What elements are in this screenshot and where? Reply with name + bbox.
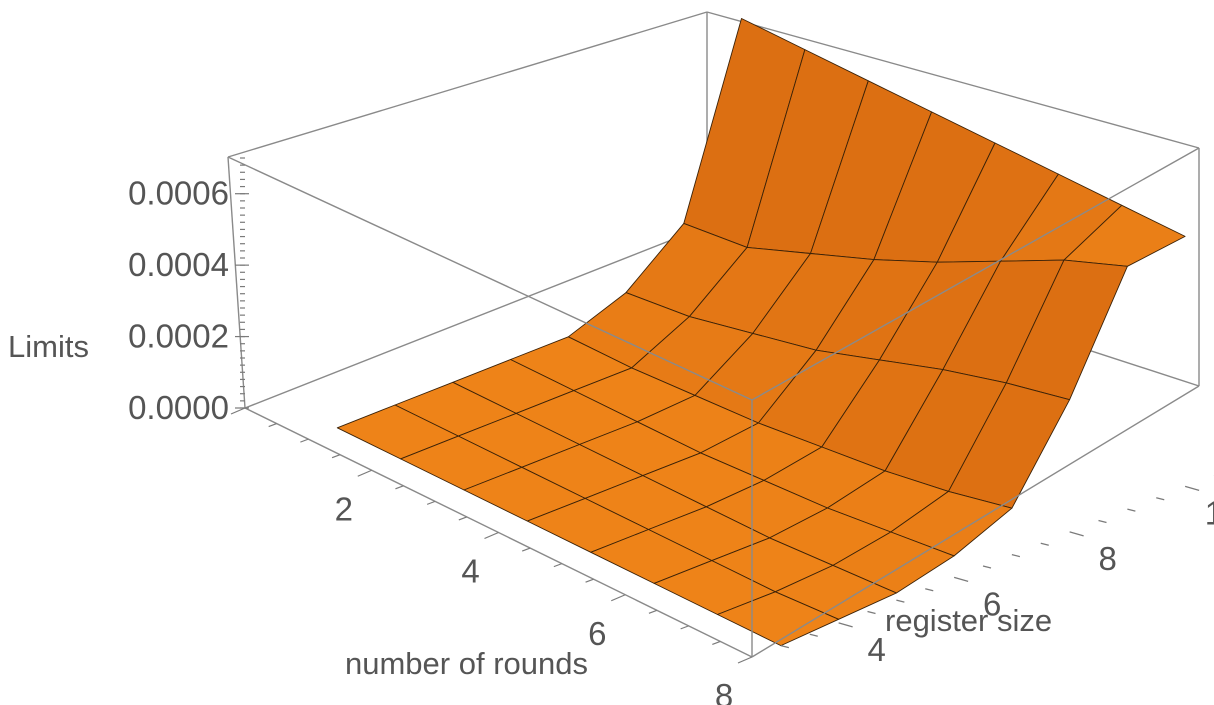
y-tick <box>1040 542 1049 546</box>
y-tick <box>896 599 905 603</box>
y-tick <box>953 576 969 582</box>
box-edge <box>227 11 708 158</box>
x-axis-label: number of rounds <box>345 646 588 681</box>
y-tick <box>809 633 818 637</box>
z-axis-label: Limits <box>8 329 89 364</box>
x-tick <box>331 454 341 459</box>
axis-tick-labels: 0.0000 0.0002 0.0004 0.0006 2 4 6 8 4 6 8 10 <box>128 175 1214 705</box>
box-edge <box>244 225 708 409</box>
x-tick <box>712 640 721 645</box>
x-tick <box>585 578 594 583</box>
x-tick <box>648 609 658 614</box>
x-tick-label: 6 <box>588 615 606 652</box>
y-tick-label: 6 <box>983 585 1001 622</box>
z-tick-label: 0.0004 <box>128 246 229 283</box>
plot-box-front <box>227 147 1200 658</box>
x-tick <box>521 547 531 552</box>
x-tick <box>737 656 753 664</box>
y-tick <box>1156 497 1165 501</box>
y-tick-label: 4 <box>867 631 885 668</box>
x-tick <box>553 563 563 568</box>
y-tick-label: 10 <box>1205 494 1214 531</box>
x-tick <box>611 594 626 602</box>
x-tick-label: 4 <box>461 553 479 590</box>
z-tick-label: 0.0002 <box>128 318 229 355</box>
y-tick <box>1127 508 1136 512</box>
x-tick <box>268 423 277 428</box>
y-tick <box>1011 554 1021 558</box>
y-tick <box>780 645 790 649</box>
x-tick-label: 2 <box>335 490 353 527</box>
y-tick <box>925 588 934 592</box>
x-tick <box>458 516 468 521</box>
box-edge <box>227 156 246 409</box>
y-tick-label: 8 <box>1098 540 1116 577</box>
box-edge <box>751 147 1200 401</box>
y-tick <box>867 610 876 615</box>
box-edge <box>706 11 1200 149</box>
x-tick <box>230 407 246 415</box>
y-tick <box>838 622 853 628</box>
x-tick <box>484 531 499 540</box>
y-tick <box>982 565 992 569</box>
x-tick <box>357 469 372 477</box>
x-tick <box>300 438 309 443</box>
box-edge <box>751 385 1200 658</box>
y-axis-label: register size <box>885 603 1052 638</box>
y-tick <box>1098 519 1107 524</box>
y-tick <box>1184 485 1200 491</box>
z-tick-label: 0.0000 <box>128 389 229 426</box>
x-tick-label: 8 <box>715 677 733 705</box>
surface <box>336 18 1186 647</box>
axis-ticks <box>230 157 1214 664</box>
x-tick <box>395 485 404 490</box>
box-edge <box>227 156 753 401</box>
z-tick-label: 0.0006 <box>128 175 229 212</box>
x-tick <box>426 500 436 505</box>
y-tick <box>1069 531 1084 537</box>
surface-face <box>717 591 840 647</box>
x-tick <box>680 625 689 630</box>
